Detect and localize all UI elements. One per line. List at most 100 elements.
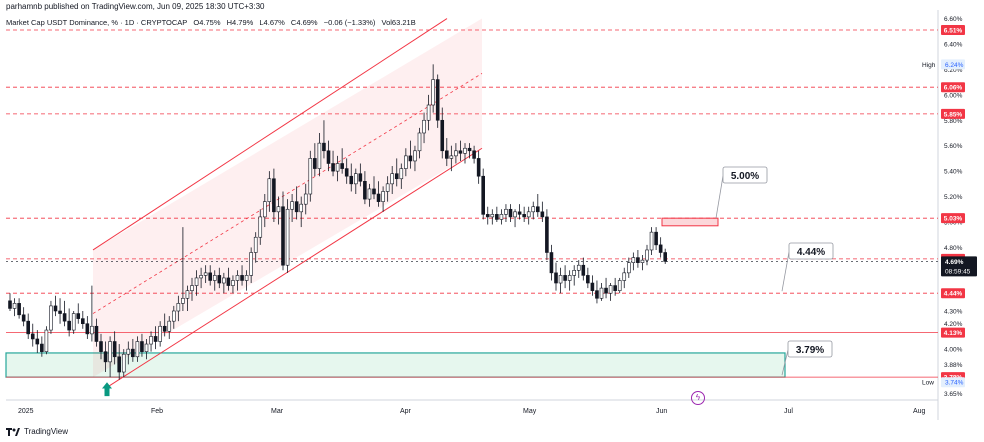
candle-body[interactable] — [545, 216, 549, 253]
candle-body[interactable] — [367, 188, 372, 200]
candle-body[interactable] — [349, 175, 354, 185]
candle-body[interactable] — [21, 314, 26, 322]
candle-body[interactable] — [504, 208, 508, 215]
candle-body[interactable] — [513, 211, 517, 218]
candle-body[interactable] — [235, 275, 240, 281]
candle-body[interactable] — [654, 231, 658, 246]
candle-body[interactable] — [53, 305, 58, 312]
candle-body[interactable] — [258, 216, 263, 238]
candle-body[interactable] — [290, 201, 294, 210]
candle-body[interactable] — [408, 155, 413, 162]
candle-body[interactable] — [340, 163, 344, 169]
candle-body[interactable] — [67, 320, 71, 331]
candle-body[interactable] — [499, 214, 504, 220]
candle-body[interactable] — [399, 168, 404, 180]
candle-body[interactable] — [162, 325, 167, 332]
candle-body[interactable] — [344, 168, 349, 177]
candle-body[interactable] — [17, 303, 21, 316]
candle-body[interactable] — [413, 150, 417, 162]
candle-body[interactable] — [249, 252, 253, 276]
candle-body[interactable] — [467, 147, 472, 152]
candle-body[interactable] — [276, 206, 281, 213]
candle-body[interactable] — [285, 208, 290, 266]
candle-body[interactable] — [613, 285, 617, 291]
candle-body[interactable] — [358, 173, 363, 182]
candle-body[interactable] — [240, 275, 244, 281]
resistance-box[interactable] — [661, 217, 719, 227]
candle-body[interactable] — [335, 163, 340, 172]
candle-body[interactable] — [331, 163, 335, 172]
candle-body[interactable] — [608, 285, 613, 294]
candle-body[interactable] — [108, 341, 112, 363]
candle-body[interactable] — [8, 300, 12, 309]
candle-body[interactable] — [326, 150, 331, 164]
candle-body[interactable] — [131, 348, 135, 358]
candle-body[interactable] — [385, 183, 390, 192]
candle-body[interactable] — [604, 287, 608, 294]
candle-body[interactable] — [636, 257, 640, 263]
candle-body[interactable] — [317, 142, 322, 169]
candle-body[interactable] — [353, 173, 358, 185]
candle-body[interactable] — [85, 323, 90, 335]
candle-body[interactable] — [203, 272, 208, 276]
candle-body[interactable] — [426, 104, 431, 121]
candle-body[interactable] — [76, 313, 81, 319]
candle-body[interactable] — [517, 211, 522, 215]
candle-body[interactable] — [431, 79, 435, 106]
candle-body[interactable] — [640, 259, 645, 263]
candle-body[interactable] — [208, 272, 212, 281]
candle-body[interactable] — [558, 275, 563, 284]
candle-body[interactable] — [526, 211, 531, 218]
candle-body[interactable] — [472, 150, 476, 159]
channel-upper-line[interactable] — [92, 18, 448, 251]
candle-body[interactable] — [167, 320, 172, 332]
candle-body[interactable] — [322, 142, 326, 152]
candle-body[interactable] — [390, 173, 395, 185]
candle-body[interactable] — [658, 244, 663, 253]
candle-body[interactable] — [272, 178, 276, 213]
candle-body[interactable] — [253, 236, 258, 253]
candle-body[interactable] — [71, 313, 76, 331]
callout-5-00-box[interactable] — [722, 166, 768, 184]
candle-body[interactable] — [663, 252, 668, 262]
candle-body[interactable] — [376, 193, 381, 202]
candle-body[interactable] — [313, 158, 317, 169]
candle-body[interactable] — [299, 203, 304, 213]
candle-body[interactable] — [244, 275, 249, 281]
candle-body[interactable] — [590, 282, 595, 291]
candle-body[interactable] — [626, 262, 631, 274]
candle-body[interactable] — [58, 310, 62, 314]
candle-body[interactable] — [103, 351, 108, 363]
candle-body[interactable] — [99, 341, 103, 352]
candle-body[interactable] — [535, 206, 540, 213]
candle-body[interactable] — [622, 272, 627, 281]
candle-body[interactable] — [281, 206, 285, 266]
candle-body[interactable] — [508, 208, 513, 218]
candle-body[interactable] — [540, 211, 545, 218]
candle-body[interactable] — [267, 178, 272, 202]
candle-body[interactable] — [121, 353, 126, 373]
candle-body[interactable] — [485, 214, 490, 218]
candle-body[interactable] — [199, 275, 203, 279]
candle-body[interactable] — [35, 338, 40, 345]
candle-body[interactable] — [30, 333, 35, 340]
candle-body[interactable] — [554, 272, 558, 284]
candle-body[interactable] — [404, 155, 408, 169]
candle-body[interactable] — [181, 297, 185, 304]
candle-body[interactable] — [140, 341, 144, 352]
candle-body[interactable] — [454, 150, 458, 157]
candle-body[interactable] — [586, 275, 590, 284]
candle-body[interactable] — [90, 325, 94, 335]
channel-lower-line[interactable] — [106, 147, 483, 388]
candle-body[interactable] — [303, 193, 308, 205]
callout-3-79-box[interactable] — [787, 340, 833, 358]
candle-body[interactable] — [417, 132, 422, 152]
candle-body[interactable] — [449, 155, 454, 159]
candle-body[interactable] — [495, 214, 499, 220]
candle-body[interactable] — [645, 249, 649, 261]
candle-body[interactable] — [394, 173, 399, 180]
candle-body[interactable] — [440, 119, 445, 152]
candle-body[interactable] — [144, 343, 149, 352]
candle-body[interactable] — [135, 341, 140, 358]
